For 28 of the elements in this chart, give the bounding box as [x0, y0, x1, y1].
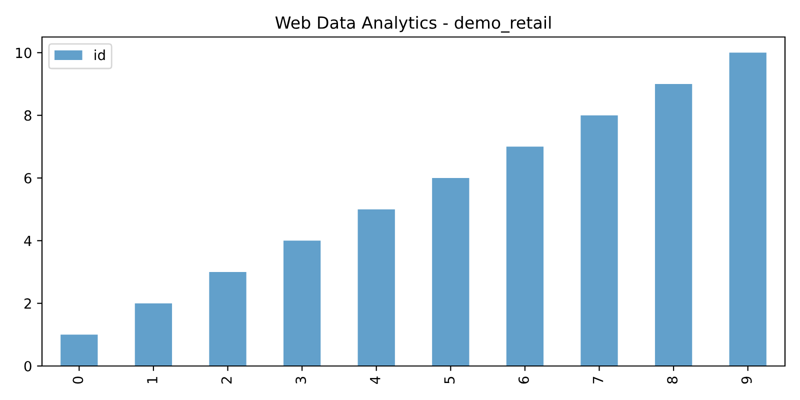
bar [654, 84, 692, 366]
x-tick-label: 2 [221, 377, 232, 384]
legend-label: id [94, 50, 105, 60]
chart-title: Web Data Analytics - demo_retail [275, 16, 551, 33]
bar [729, 52, 766, 366]
x-tick-label: 8 [667, 376, 678, 384]
bar [358, 209, 395, 366]
x-tick-label: 3 [296, 376, 306, 384]
x-tick-label: 4 [370, 376, 380, 384]
y-tick-label: 2 [24, 298, 31, 309]
x-tick-label: 7 [592, 376, 604, 384]
bar [209, 272, 246, 366]
bar [60, 334, 98, 366]
y-tick-label: 8 [24, 110, 32, 121]
x-tick-label: 9 [741, 376, 752, 384]
x-tick-label: 6 [518, 376, 529, 384]
y-tick-label: 4 [24, 236, 32, 246]
y-tick-label: 10 [16, 48, 32, 58]
y-tick-label: 0 [24, 360, 32, 372]
bar [506, 146, 544, 366]
bar [134, 303, 172, 366]
bar [580, 115, 618, 366]
bar [283, 240, 321, 366]
x-tick-label: 0 [72, 376, 84, 384]
x-tick-label: 1 [147, 377, 158, 384]
bar [432, 178, 470, 366]
y-tick-label: 6 [24, 172, 32, 184]
x-tick-label: 5 [444, 376, 455, 384]
